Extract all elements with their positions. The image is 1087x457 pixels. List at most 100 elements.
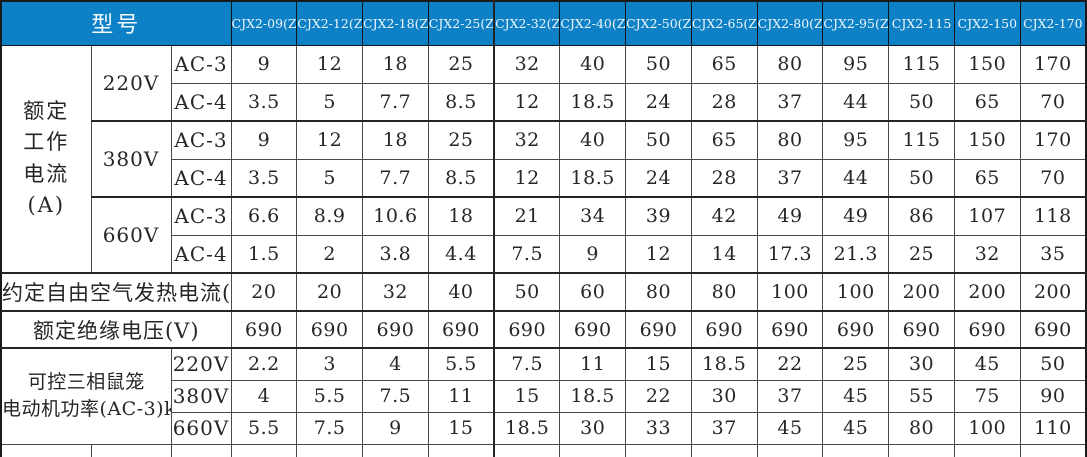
motor-power-value-cell: 25	[822, 347, 890, 381]
rated-current-value-cell: 50	[888, 158, 955, 198]
thermal-current-value-cell: 100	[756, 272, 824, 312]
thermal-current-label: 约定自由空气发热电流(A)	[0, 272, 232, 312]
clipped-cell	[90, 443, 172, 457]
utilization-category-label: AC-3	[170, 196, 232, 236]
insulation-voltage-value-cell: 690	[559, 310, 627, 349]
model-header-cell: CJX2-12(Z)	[296, 0, 364, 46]
rated-current-value-cell: 80	[756, 44, 824, 84]
table-row: 额定绝缘电压(V) 690 690 690 690 690 690 690 690 690 690 6…	[0, 310, 1087, 349]
motor-power-value-cell: 7.5	[296, 411, 364, 445]
model-header-cell: CJX2-150	[953, 0, 1021, 46]
rated-current-value-cell: 9	[559, 234, 627, 274]
rated-current-value-cell: 24	[625, 158, 692, 198]
insulation-voltage-value-cell: 690	[756, 310, 824, 349]
insulation-voltage-value-cell: 690	[690, 310, 758, 349]
clipped-cell	[822, 443, 890, 457]
motor-power-value-cell: 11	[559, 347, 627, 381]
label-line: (A)	[27, 193, 66, 218]
rated-current-value-cell: 40	[559, 120, 627, 160]
rated-current-value-cell: 17.3	[756, 234, 824, 274]
rated-current-value-cell: 37	[756, 158, 824, 198]
motor-power-value-cell: 3	[296, 347, 364, 381]
clipped-row	[0, 443, 1087, 457]
rated-current-value-cell: 12	[625, 234, 692, 274]
motor-power-value-cell: 15	[427, 411, 496, 445]
rated-current-value-cell: 1.5	[230, 234, 298, 274]
motor-power-value-cell: 5.5	[427, 347, 496, 381]
voltage-label: 380V	[90, 120, 172, 198]
motor-power-value-cell: 100	[953, 411, 1021, 445]
utilization-category-label: AC-4	[170, 82, 232, 122]
insulation-voltage-value-cell: 690	[493, 310, 561, 349]
table-row: 660V AC-3 6.6 8.9 10.6 18 21 34 39 42 49 49 86 107 118	[1, 196, 1087, 274]
table-row: 380V AC-3 9 12 18 25 32 40 50 65 80 95 115 150 170	[1, 120, 1087, 198]
rated-current-value-cell: 32	[953, 234, 1021, 274]
rated-current-value-cell: 150	[953, 44, 1021, 84]
table-row: 660V 5.5 7.5 9 15 18.5 30 33 37 45 45 80 100 110	[1, 411, 1087, 445]
insulation-voltage-value-cell: 690	[296, 310, 364, 349]
rated-current-value-cell: 80	[756, 120, 824, 160]
rated-current-value-cell: 86	[888, 196, 955, 236]
rated-current-value-cell: 39	[625, 196, 692, 236]
label-line: 电动机功率(AC-3)kW	[2, 398, 170, 421]
rated-current-section-label: 额定 工作 电流 (A)	[0, 44, 92, 274]
rated-current-value-cell: 8.5	[427, 158, 496, 198]
motor-power-value-cell: 4	[230, 379, 298, 413]
model-header-cell: CJX2-09(Z)	[230, 0, 298, 46]
rated-current-value-cell: 70	[1019, 158, 1087, 198]
clipped-cell	[756, 443, 824, 457]
rated-current-value-cell: 42	[690, 196, 758, 236]
insulation-voltage-value-cell: 690	[625, 310, 692, 349]
rated-current-value-cell: 3.8	[362, 234, 429, 274]
thermal-current-value-cell: 20	[296, 272, 364, 312]
model-header-cell: CJX2-65(Z)	[690, 0, 758, 46]
rated-current-value-cell: 18.5	[559, 82, 627, 122]
motor-power-value-cell: 30	[888, 347, 955, 381]
rated-current-value-cell: 2	[296, 234, 364, 274]
table-row: 可控三相鼠笼电动机功率(AC-3)kW220V2.2345.57.5111518…	[0, 347, 1087, 445]
rated-current-value-cell: 21.3	[822, 234, 890, 274]
motor-power-value-cell: 4	[362, 347, 429, 381]
motor-power-value-cell: 110	[1019, 411, 1087, 445]
motor-power-value-cell: 75	[953, 379, 1021, 413]
table-row: 约定自由空气发热电流(A)202032405060808010010020020…	[0, 272, 1087, 312]
model-header-cell: CJX2-32(Z)	[493, 0, 561, 46]
rated-current-value-cell: 115	[888, 120, 955, 160]
voltage-label: 660V	[170, 411, 232, 445]
table-row: AC-4 1.5 2 3.8 4.4 7.5 9 12 14 17.3 21.3 25 32 35	[1, 234, 1087, 274]
motor-power-value-cell: 7.5	[362, 379, 429, 413]
insulation-voltage-value-cell: 690	[230, 310, 298, 349]
rated-current-value-cell: 65	[953, 158, 1021, 198]
motor-power-value-cell: 22	[625, 379, 692, 413]
motor-power-value-cell: 7.5	[493, 347, 561, 381]
spec-table-body: 额定 工作 电流 (A) 220V AC-3 9 12 18 25 32 40 50 65 80 95 115 1…	[0, 44, 1087, 457]
motor-power-value-cell: 45	[756, 411, 824, 445]
clipped-cell	[493, 443, 561, 457]
rated-current-value-cell: 50	[888, 82, 955, 122]
clipped-cell	[296, 443, 364, 457]
insulation-voltage-value-cell: 690	[427, 310, 496, 349]
rated-current-value-cell: 12	[296, 120, 364, 160]
rated-current-value-cell: 25	[427, 120, 496, 160]
thermal-current-value-cell: 50	[493, 272, 561, 312]
model-header-cell: CJX2-115	[888, 0, 955, 46]
rated-current-value-cell: 8.5	[427, 82, 496, 122]
rated-current-value-cell: 7.7	[362, 158, 429, 198]
thermal-current-value-cell: 100	[822, 272, 890, 312]
model-header-cell: CJX2-170	[1019, 0, 1087, 46]
utilization-category-label: AC-4	[170, 234, 232, 274]
label-line: 工作	[23, 130, 70, 155]
rated-current-value-cell: 9	[230, 44, 298, 84]
model-header-cell: CJX2-18(Z)	[362, 0, 429, 46]
rated-current-value-cell: 170	[1019, 120, 1087, 160]
rated-current-value-cell: 18	[362, 44, 429, 84]
rated-current-value-cell: 6.6	[230, 196, 298, 236]
model-header-cell: CJX2-50(Z)	[625, 0, 692, 46]
rated-current-value-cell: 65	[690, 120, 758, 160]
rated-current-value-cell: 7.7	[362, 82, 429, 122]
motor-power-value-cell: 18.5	[690, 347, 758, 381]
thermal-current-value-cell: 40	[427, 272, 496, 312]
